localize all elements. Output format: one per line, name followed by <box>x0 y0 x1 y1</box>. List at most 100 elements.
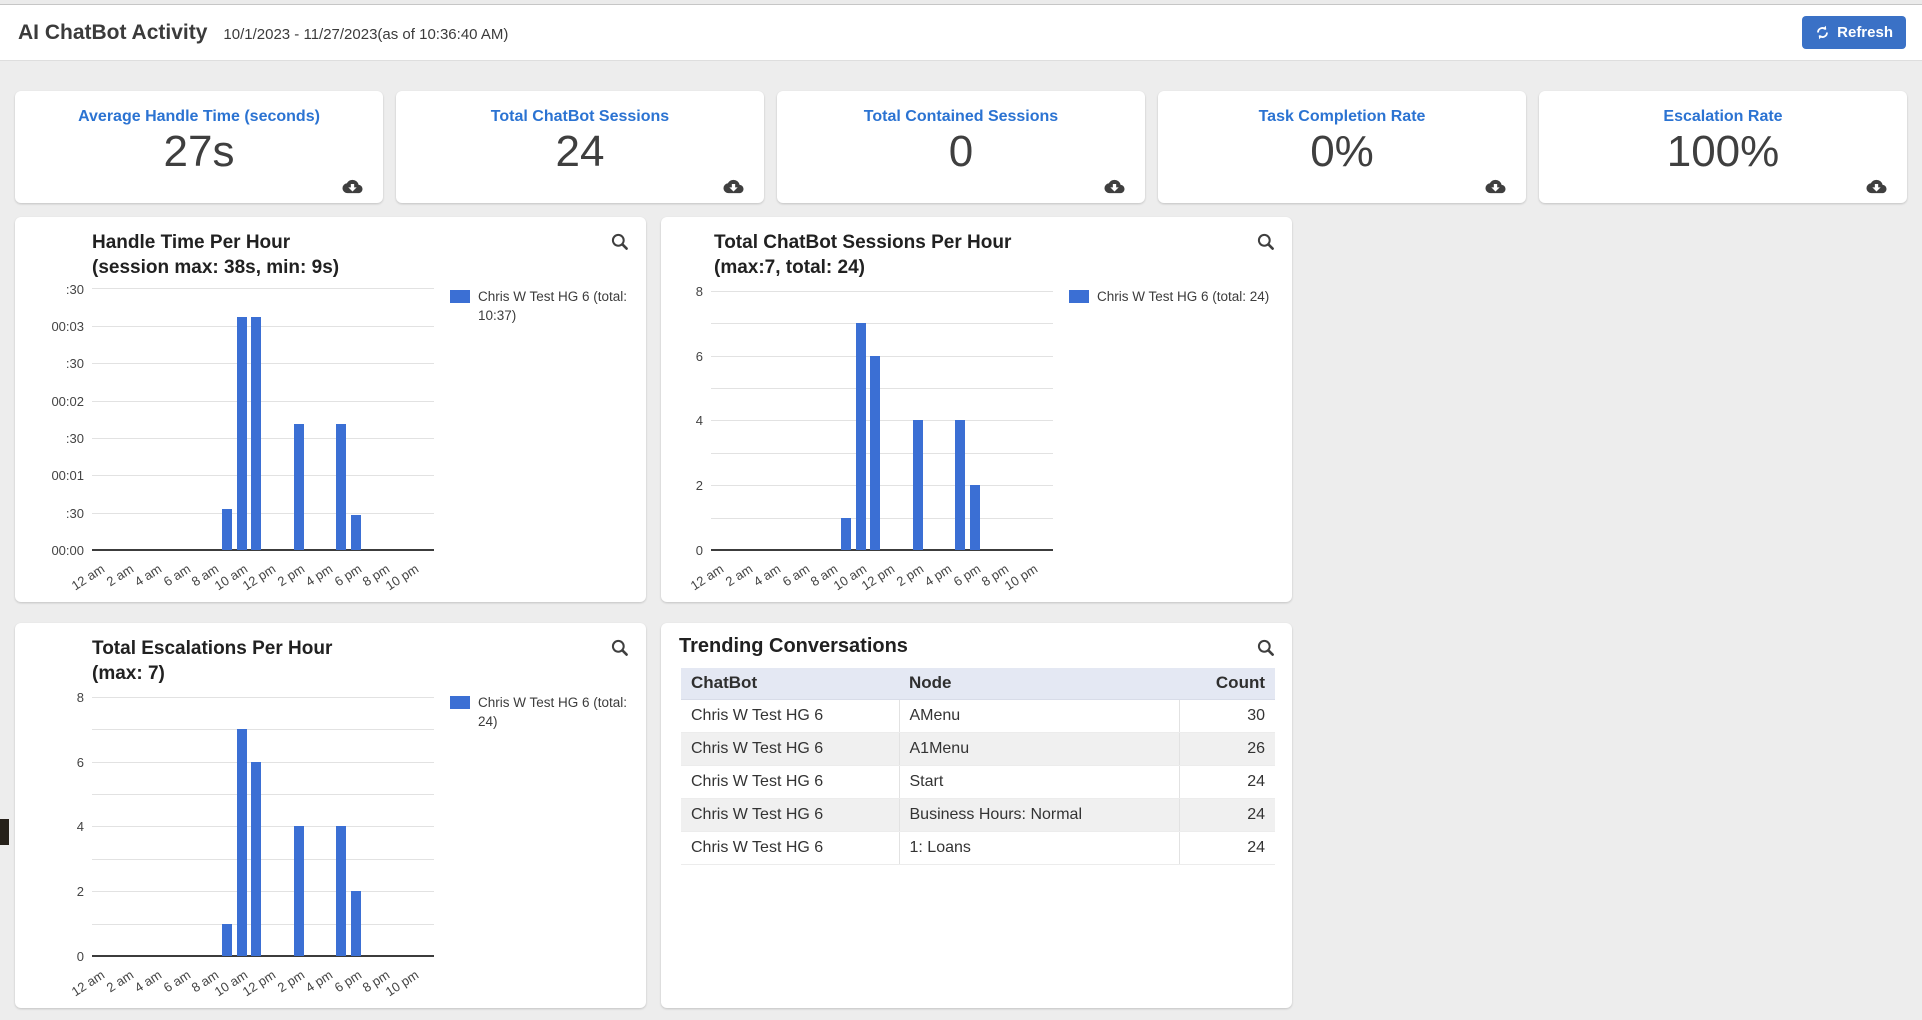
y-axis-label: 00:02 <box>51 393 84 409</box>
count-cell: 24 <box>1179 798 1275 832</box>
table-row: Chris W Test HG 6 1: Loans 24 <box>681 831 1275 865</box>
refresh-icon <box>1815 25 1830 40</box>
chart-subtitle: (max:7, total: 24) <box>714 257 865 279</box>
table-row: Chris W Test HG 6 A1Menu 26 <box>681 732 1275 766</box>
chart-title: Total ChatBot Sessions Per Hour <box>714 232 1012 253</box>
magnifier-zoom-icon[interactable] <box>1256 638 1276 658</box>
y-axis-label: :30 <box>65 356 84 372</box>
node-cell: Business Hours: Normal <box>899 798 1180 832</box>
y-axis-label: 0 <box>695 543 703 558</box>
legend-label-line: 24) <box>478 713 498 729</box>
count-cell: 30 <box>1179 699 1275 733</box>
refresh-button-label: Refresh <box>1837 24 1893 41</box>
magnifier-zoom-icon[interactable] <box>610 232 630 252</box>
x-axis-line <box>711 549 1053 551</box>
bar-9-am[interactable] <box>222 508 233 550</box>
legend-swatch <box>450 290 470 303</box>
gridline <box>92 400 434 402</box>
cloud-download-icon[interactable] <box>1866 179 1887 194</box>
trending-conversations-panel: Trending Conversations ChatBot Node Count … <box>661 623 1292 1008</box>
y-axis-label: 4 <box>695 413 703 429</box>
y-axis-label: 2 <box>695 478 703 494</box>
gridline <box>92 696 434 698</box>
bar-6-pm[interactable] <box>350 891 361 956</box>
refresh-button[interactable]: Refresh <box>1802 16 1906 49</box>
kpi-label: Average Handle Time (seconds) <box>78 108 320 125</box>
cloud-download-icon[interactable] <box>1104 179 1125 194</box>
bar-11-am[interactable] <box>250 317 261 550</box>
x-axis-line <box>92 549 434 551</box>
x-axis-label: 4 pm <box>921 561 955 590</box>
bar-10-am[interactable] <box>236 729 247 956</box>
magnifier-zoom-icon[interactable] <box>1256 232 1276 252</box>
bar-2-pm[interactable] <box>293 424 304 550</box>
gridline <box>92 363 434 365</box>
cloud-download-icon[interactable] <box>342 179 363 194</box>
gridline <box>92 826 434 828</box>
y-axis-label: 2 <box>76 884 84 900</box>
kpi-value: 0 <box>948 127 974 176</box>
table-title: Trending Conversations <box>679 635 908 657</box>
gridline <box>92 858 434 860</box>
bar-10-am[interactable] <box>855 323 866 550</box>
count-cell: 24 <box>1179 831 1275 865</box>
bar-10-am[interactable] <box>236 317 247 550</box>
kpi-value: 0% <box>1310 127 1374 176</box>
chatbot-cell: Chris W Test HG 6 <box>681 831 900 865</box>
kpi-value: 100% <box>1666 127 1780 176</box>
screen-corner-artifact <box>0 819 9 845</box>
gridline <box>92 794 434 796</box>
y-axis-label: :30 <box>65 430 84 446</box>
x-axis-label: 4 pm <box>302 561 336 590</box>
bar-5-pm[interactable] <box>336 424 347 550</box>
bar-5-pm[interactable] <box>336 826 347 956</box>
bar-9-am[interactable] <box>841 517 852 550</box>
x-axis-labels: 12 am 2 am 4 am 6 am 8 am 10 am 12 pm 2 pm 4 pm 6… <box>69 960 434 1020</box>
chart-panel-escalations: Total Escalations Per Hour (max: 7) 0 2 4 6… <box>15 623 646 1008</box>
chart-legend: Chris W Test HG 6 (total: 24) <box>450 694 627 732</box>
y-axis-label: 6 <box>695 348 703 364</box>
bar-2-pm[interactable] <box>912 420 923 550</box>
dashboard-grid: Handle Time Per Hour (session max: 38s, … <box>15 217 1922 1008</box>
bar-9-am[interactable] <box>222 923 233 956</box>
chart-panel-sessions: Total ChatBot Sessions Per Hour (max:7, … <box>661 217 1292 602</box>
cloud-download-icon[interactable] <box>1485 179 1506 194</box>
node-cell: 1: Loans <box>899 831 1180 865</box>
gridline <box>92 923 434 925</box>
gridline <box>711 323 1053 325</box>
y-axis-label: 8 <box>76 689 84 705</box>
column-header-chatbot: ChatBot <box>681 668 899 700</box>
chart-plot-area: 0 2 4 6 8 12 am 2 am 4 am 6 am 8 am 10 am 12 pm 2 pm… <box>688 284 1053 593</box>
bar-5-pm[interactable] <box>955 420 966 550</box>
y-axis-label: 00:03 <box>51 318 84 334</box>
legend-label-line: 10:37) <box>478 307 517 323</box>
node-cell: AMenu <box>899 699 1180 733</box>
kpi-card-average-handle-time-seconds: Average Handle Time (seconds) 27s <box>15 91 383 203</box>
count-cell: 24 <box>1179 765 1275 799</box>
bar-6-pm[interactable] <box>969 485 980 550</box>
y-axis-label: :30 <box>65 281 84 297</box>
bar-2-pm[interactable] <box>293 826 304 956</box>
kpi-card-total-contained-sessions: Total Contained Sessions 0 <box>777 91 1145 203</box>
gridline <box>92 891 434 893</box>
chart-title: Handle Time Per Hour <box>92 232 291 253</box>
gridline <box>92 729 434 731</box>
x-axis-label: 4 pm <box>302 967 336 996</box>
magnifier-zoom-icon[interactable] <box>610 638 630 658</box>
table-row: Chris W Test HG 6 Business Hours: Normal 2… <box>681 798 1275 832</box>
chart-plot-area: 0 2 4 6 8 12 am 2 am 4 am 6 am 8 am 10 am 12 pm 2 pm… <box>69 690 434 999</box>
chatbot-cell: Chris W Test HG 6 <box>681 699 900 733</box>
gridline <box>711 355 1053 357</box>
table-row: Chris W Test HG 6 Start 24 <box>681 765 1275 799</box>
x-axis-label: 6 am <box>160 967 193 996</box>
bar-6-pm[interactable] <box>350 515 361 550</box>
x-axis-label: 12 am <box>68 967 108 1000</box>
legend-label-line: Chris W Test HG 6 (total: <box>478 289 628 304</box>
kpi-card-escalation-rate: Escalation Rate 100% <box>1539 91 1907 203</box>
kpi-card-total-chatbot-sessions: Total ChatBot Sessions 24 <box>396 91 764 203</box>
bar-11-am[interactable] <box>869 355 880 550</box>
bar-11-am[interactable] <box>250 761 261 956</box>
x-axis-label: 2 pm <box>893 561 926 590</box>
gridline <box>711 420 1053 422</box>
cloud-download-icon[interactable] <box>723 179 744 194</box>
